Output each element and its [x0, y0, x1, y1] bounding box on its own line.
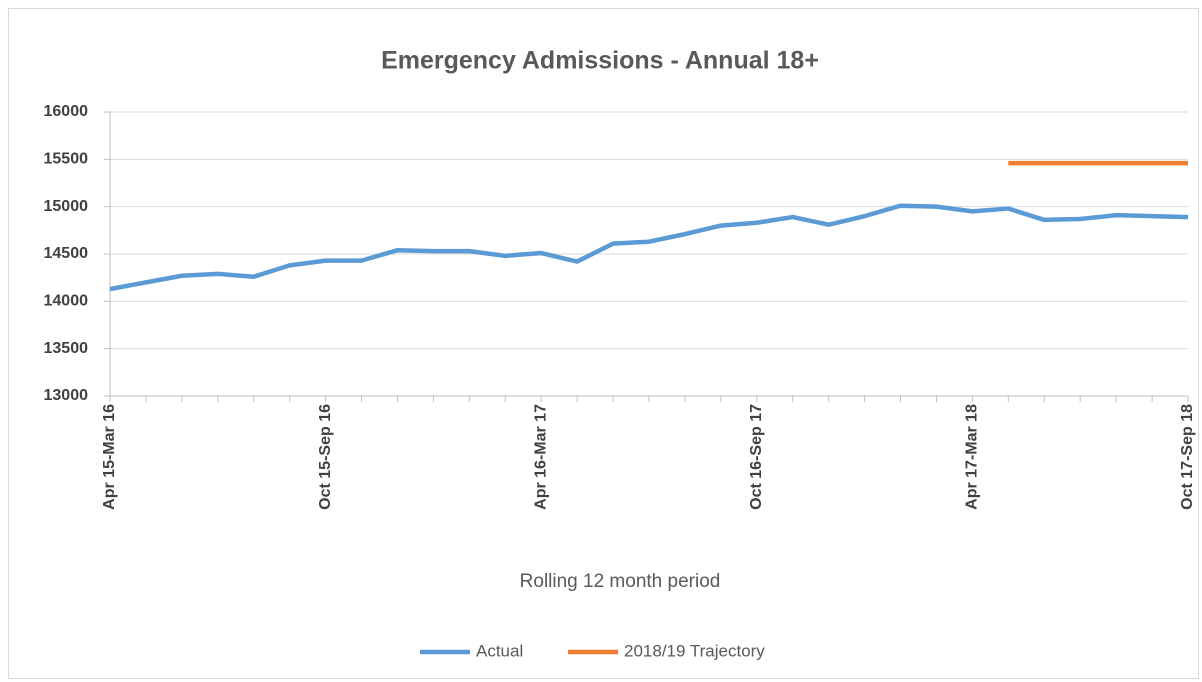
x-tick-label: Apr 17-Mar 18	[964, 404, 981, 510]
y-tick-label: 15000	[44, 198, 89, 215]
y-tick-label: 15500	[44, 151, 89, 168]
y-tick-label: 16000	[44, 103, 89, 120]
legend-label: 2018/19 Trajectory	[624, 641, 765, 660]
x-tick-label: Apr 16-Mar 17	[532, 404, 549, 510]
y-tick-label: 13500	[44, 340, 89, 357]
y-tick-label: 13000	[44, 387, 89, 404]
y-tick-label: 14000	[44, 293, 89, 310]
x-axis-title: Rolling 12 month period	[520, 571, 721, 592]
legend-label: Actual	[476, 641, 523, 660]
y-tick-label: 14500	[44, 245, 89, 262]
x-tick-label: Oct 17-Sep 18	[1179, 404, 1196, 510]
x-tick-label: Oct 15-Sep 16	[317, 404, 334, 510]
series-line	[109, 203, 1189, 292]
x-tick-label: Oct 16-Sep 17	[748, 404, 765, 510]
chart-frame	[8, 8, 1199, 679]
chart-title: Emergency Admissions - Annual 18+	[381, 47, 819, 75]
x-tick-label: Apr 15-Mar 16	[101, 404, 118, 510]
